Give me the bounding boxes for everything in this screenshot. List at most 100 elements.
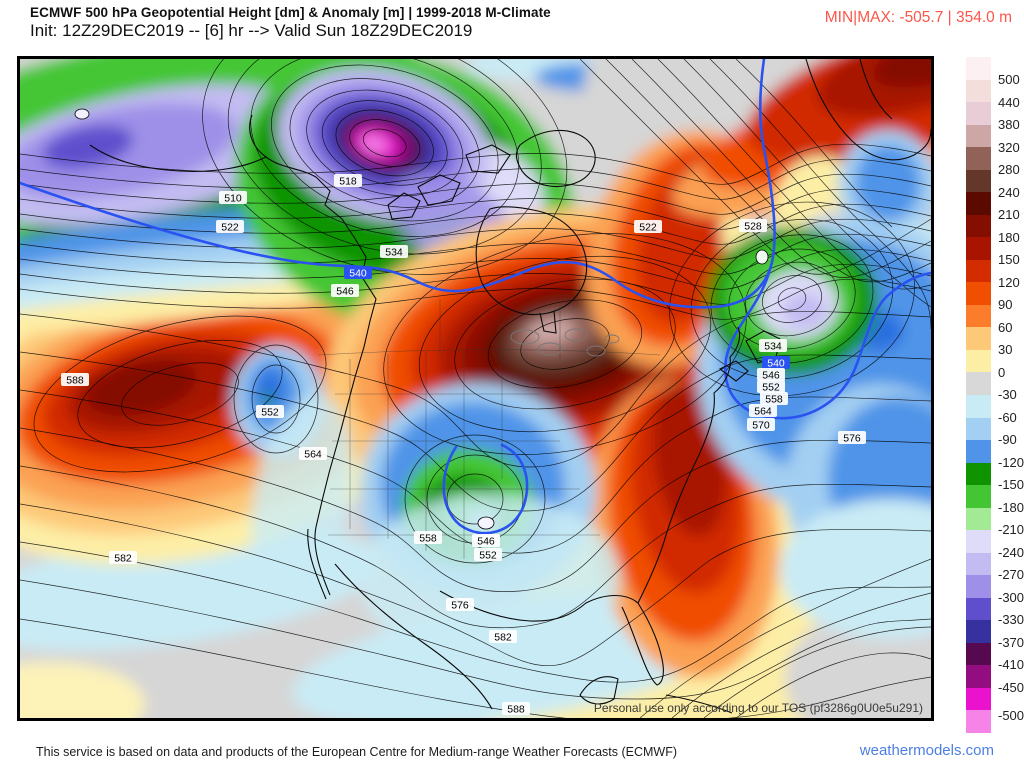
colorbar-band bbox=[966, 417, 991, 441]
colorbar-band bbox=[966, 642, 991, 666]
colorbar-band bbox=[966, 530, 991, 553]
colorbar-band bbox=[966, 552, 991, 576]
minmax-readout: MIN|MAX: -505.7 | 354.0 m bbox=[824, 9, 1012, 26]
colorbar-band bbox=[966, 349, 991, 373]
colorbar-label: -180 bbox=[998, 500, 1024, 515]
colorbar-band bbox=[966, 462, 991, 486]
colorbar-band bbox=[966, 597, 991, 621]
ecmwf-attribution: This service is based on data and produc… bbox=[36, 745, 678, 759]
colorbar-band bbox=[966, 327, 991, 350]
colorbar-band bbox=[966, 575, 991, 598]
weathermodels-link[interactable]: weathermodels.com bbox=[859, 742, 994, 759]
contour-label: 570 bbox=[752, 420, 770, 432]
map-title: ECMWF 500 hPa Geopotential Height [dm] &… bbox=[30, 5, 551, 20]
political-borders bbox=[317, 299, 661, 559]
colorbar-label: -90 bbox=[998, 432, 1017, 447]
contour-label: 528 bbox=[744, 221, 762, 233]
contour-label: 576 bbox=[843, 433, 861, 445]
anomaly-field bbox=[20, 59, 931, 718]
colorbar-label: -30 bbox=[998, 387, 1017, 402]
colorbar-swatches bbox=[966, 57, 991, 733]
colorbar-band bbox=[966, 372, 991, 395]
contour-label: 546 bbox=[762, 370, 780, 382]
colorbar-label: -210 bbox=[998, 522, 1024, 537]
colorbar-band bbox=[966, 57, 991, 80]
contour-label: 552 bbox=[261, 407, 279, 419]
colorbar-label: 210 bbox=[998, 207, 1020, 222]
contour-label: 564 bbox=[304, 449, 322, 461]
colorbar-band bbox=[966, 237, 991, 260]
colorbar-label: 500 bbox=[998, 72, 1020, 87]
colorbar-band bbox=[966, 282, 991, 305]
great-lakes bbox=[510, 328, 620, 357]
colorbar-band bbox=[966, 259, 991, 283]
contour-label: 522 bbox=[639, 222, 657, 234]
colorbar-band bbox=[966, 214, 991, 238]
contour-label: 588 bbox=[66, 375, 84, 387]
colorbar-band bbox=[966, 304, 991, 328]
height-contours bbox=[20, 59, 931, 718]
contour-label: 522 bbox=[221, 222, 239, 234]
colorbar-label: -60 bbox=[998, 410, 1017, 425]
closed-low-center-plains bbox=[477, 516, 495, 530]
contour-label: 534 bbox=[385, 247, 403, 259]
colorbar-label: -150 bbox=[998, 477, 1024, 492]
colorbar-label: -330 bbox=[998, 612, 1024, 627]
colorbar-band bbox=[966, 102, 991, 125]
colorbar-label: -270 bbox=[998, 567, 1024, 582]
contour-label: 558 bbox=[419, 533, 437, 545]
colorbar-band bbox=[966, 394, 991, 418]
colorbar-label: 380 bbox=[998, 117, 1020, 132]
init-valid-line: Init: 12Z29DEC2019 -- [6] hr --> Valid S… bbox=[30, 21, 473, 40]
contour-label: 564 bbox=[754, 406, 772, 418]
contour-label: 546 bbox=[477, 536, 495, 548]
contour-label: 576 bbox=[451, 600, 469, 612]
colorbar-band bbox=[966, 485, 991, 508]
colorbar-label: -120 bbox=[998, 455, 1024, 470]
contour-label: 558 bbox=[765, 394, 783, 406]
colorbar-label: -500 bbox=[998, 708, 1024, 723]
colorbar-label: 320 bbox=[998, 140, 1020, 155]
colorbar-band bbox=[966, 169, 991, 193]
colorbar-label: 30 bbox=[998, 342, 1013, 357]
colorbar-label: -300 bbox=[998, 590, 1024, 605]
tos-watermark: Personal use only according to our TOS (… bbox=[593, 701, 923, 715]
contour-label: 518 bbox=[339, 176, 357, 188]
colorbar-band bbox=[966, 147, 991, 170]
colorbar-band bbox=[966, 665, 991, 688]
contour-540-highlight bbox=[20, 59, 931, 535]
contour-label: 552 bbox=[479, 550, 497, 562]
contour-label: 546 bbox=[336, 286, 354, 298]
colorbar-label: 0 bbox=[998, 365, 1006, 380]
colorbar-label: 120 bbox=[998, 275, 1020, 290]
colorbar-band bbox=[966, 440, 991, 463]
colorbar-label: -450 bbox=[998, 680, 1024, 695]
colorbar-label: 240 bbox=[998, 185, 1020, 200]
colorbar-band bbox=[966, 79, 991, 103]
colorbar-label: -370 bbox=[998, 635, 1024, 650]
colorbar-band bbox=[966, 507, 991, 531]
contour-label: 582 bbox=[114, 553, 132, 565]
contour-label-540: 540 bbox=[767, 358, 785, 370]
colorbar-label: 180 bbox=[998, 230, 1020, 245]
contour-label: 582 bbox=[494, 632, 512, 644]
contour-label: 534 bbox=[764, 341, 782, 353]
contour-label: 588 bbox=[507, 704, 525, 716]
closed-low-center-aleutian bbox=[74, 108, 90, 120]
contour-label: 552 bbox=[762, 382, 780, 394]
map-panel: 510 522 518 534 540 546 588 582 552 564 … bbox=[17, 56, 934, 721]
colorbar-label: 90 bbox=[998, 297, 1013, 312]
colorbar-label: -240 bbox=[998, 545, 1024, 560]
colorbar-label: 150 bbox=[998, 252, 1020, 267]
colorbar-band bbox=[966, 192, 991, 215]
coastlines bbox=[89, 59, 931, 714]
closed-low-center-newfoundland bbox=[755, 249, 769, 265]
colorbar-band bbox=[966, 620, 991, 643]
contour-label: 510 bbox=[224, 193, 242, 205]
colorbar-label: -410 bbox=[998, 657, 1024, 672]
colorbar-band bbox=[966, 124, 991, 148]
colorbar-label: 440 bbox=[998, 95, 1020, 110]
colorbar-label: 60 bbox=[998, 320, 1013, 335]
contour-label-540: 540 bbox=[349, 268, 367, 280]
